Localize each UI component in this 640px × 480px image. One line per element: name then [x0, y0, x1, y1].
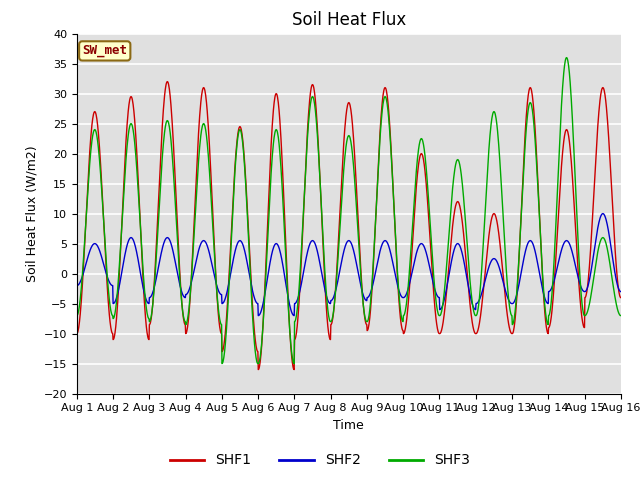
- Title: Soil Heat Flux: Soil Heat Flux: [292, 11, 406, 29]
- SHF2: [73, 283, 81, 288]
- SHF2: [553, 268, 561, 274]
- SHF2: [617, 288, 625, 294]
- Text: SW_met: SW_met: [82, 44, 127, 58]
- SHF1: [617, 295, 625, 300]
- SHF3: [434, 308, 442, 314]
- Line: SHF2: SHF2: [77, 214, 621, 316]
- SHF1: [505, 323, 513, 328]
- Legend: SHF1, SHF2, SHF3: SHF1, SHF2, SHF3: [164, 448, 476, 473]
- SHF3: [73, 313, 81, 319]
- X-axis label: Time: Time: [333, 419, 364, 432]
- SHF2: [434, 293, 442, 299]
- SHF2: [194, 251, 202, 256]
- SHF1: [195, 137, 202, 143]
- SHF3: [255, 360, 263, 365]
- Y-axis label: Soil Heat Flux (W/m2): Soil Heat Flux (W/m2): [25, 145, 38, 282]
- SHF1: [181, 322, 189, 327]
- SHF3: [563, 55, 570, 60]
- SHF3: [180, 318, 188, 324]
- SHF3: [218, 361, 226, 367]
- SHF3: [617, 313, 625, 319]
- SHF1: [163, 79, 171, 84]
- Line: SHF1: SHF1: [77, 82, 621, 370]
- SHF1: [553, 237, 561, 243]
- SHF1: [434, 327, 442, 333]
- SHF1: [255, 364, 263, 370]
- SHF1: [255, 367, 262, 372]
- SHF2: [255, 313, 262, 319]
- SHF2: [505, 297, 513, 302]
- SHF2: [255, 312, 263, 318]
- SHF2: [599, 211, 607, 216]
- SHF1: [73, 331, 81, 336]
- SHF3: [505, 295, 513, 301]
- SHF3: [194, 169, 202, 175]
- Line: SHF3: SHF3: [77, 58, 621, 364]
- SHF2: [180, 294, 188, 300]
- SHF3: [553, 207, 561, 213]
